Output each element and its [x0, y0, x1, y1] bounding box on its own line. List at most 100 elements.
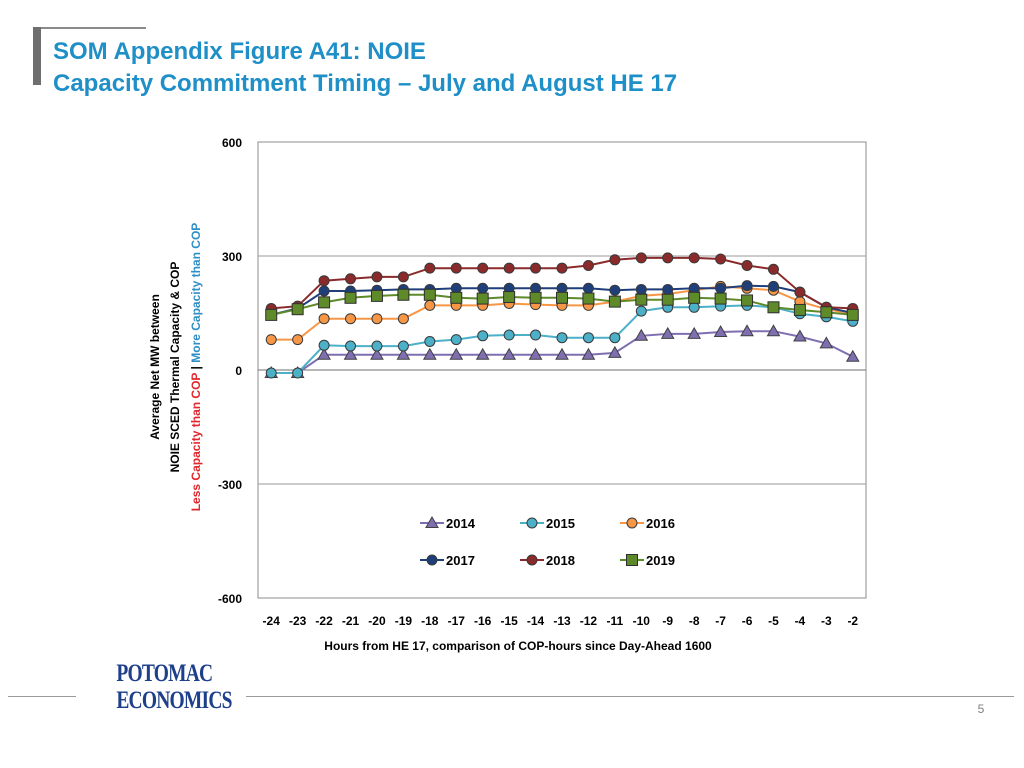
legend-label: 2017: [446, 553, 475, 568]
data-point-2015: [292, 367, 304, 379]
y-tick-label: 0: [235, 364, 242, 378]
footer-divider-right: [246, 696, 1014, 697]
y-tick-label: -300: [218, 478, 242, 492]
data-point-2018: [345, 273, 357, 285]
data-point-2019: [608, 295, 621, 308]
data-point-2018: [530, 262, 542, 274]
data-point-2014: [793, 329, 807, 342]
data-point-2018: [556, 262, 568, 274]
data-point-2016: [265, 334, 277, 346]
data-point-2018: [794, 286, 806, 298]
data-point-2015: [450, 334, 462, 346]
x-tick-label: -12: [580, 614, 598, 628]
data-point-2018: [715, 253, 727, 265]
legend-item-2017: 2017: [420, 553, 475, 568]
legend-marker: [426, 554, 438, 566]
data-point-2014: [343, 347, 358, 360]
x-tick-label: -24: [263, 614, 281, 628]
x-tick-label: -14: [527, 614, 545, 628]
data-point-2018: [371, 271, 383, 283]
data-point-2017: [715, 282, 727, 294]
title-accent-line: [41, 27, 146, 29]
data-point-2018: [503, 262, 515, 274]
data-point-2014: [845, 349, 860, 362]
x-tick-label: -18: [421, 614, 439, 628]
y-axis-label-line-2: NOIE SCED Thermal Capacity & COP: [168, 262, 182, 473]
data-point-2016: [371, 313, 383, 325]
data-point-2019: [265, 308, 278, 321]
legend-marker: [425, 515, 439, 528]
data-point-2019: [793, 303, 806, 316]
legend-item-2014: 2014: [420, 515, 476, 531]
data-point-2015: [582, 332, 594, 344]
data-point-2014: [555, 347, 569, 360]
data-point-2014: [581, 347, 596, 360]
data-point-2017: [767, 280, 779, 292]
y-tick-label: 300: [222, 250, 242, 264]
series-2019: [265, 288, 859, 321]
data-point-2015: [265, 367, 277, 379]
data-point-2014: [396, 347, 411, 360]
data-point-2017: [662, 283, 674, 295]
data-point-2019: [556, 291, 568, 304]
data-point-2019: [767, 301, 780, 314]
y-axis-label-part: More Capacity than COP: [189, 223, 203, 363]
data-point-2018: [741, 260, 753, 271]
data-point-2019: [529, 291, 542, 304]
legend-marker: [626, 517, 638, 529]
series-2018: [265, 252, 859, 314]
data-point-2016: [318, 313, 330, 325]
data-point-2014: [766, 324, 781, 337]
data-point-2018: [609, 254, 621, 266]
data-point-2014: [449, 347, 464, 360]
data-point-2018: [662, 252, 674, 264]
x-tick-label: -6: [742, 614, 753, 628]
data-point-2014: [687, 326, 702, 339]
data-point-2015: [556, 332, 568, 344]
data-point-2014: [475, 347, 490, 360]
x-tick-label: -9: [662, 614, 673, 628]
data-point-2018: [582, 260, 594, 271]
x-tick-label: -15: [500, 614, 518, 628]
legend-label: 2015: [546, 516, 575, 531]
slide-title-line-2: Capacity Commitment Timing – July and Au…: [53, 70, 678, 97]
data-point-2019: [450, 291, 463, 304]
data-point-2016: [345, 313, 357, 325]
x-tick-label: -13: [553, 614, 571, 628]
data-point-2019: [714, 292, 727, 305]
x-tick-label: -21: [342, 614, 360, 628]
data-point-2019: [503, 291, 516, 304]
legend-label: 2016: [646, 516, 675, 531]
x-tick-label: -4: [795, 614, 806, 628]
legend-marker: [626, 554, 638, 566]
legend-item-2015: 2015: [520, 516, 575, 531]
data-point-2019: [423, 288, 436, 301]
logo-line-2: ECONOMICS: [116, 687, 232, 714]
data-point-2015: [635, 305, 647, 317]
x-tick-label: -10: [633, 614, 651, 628]
data-point-2018: [477, 262, 489, 274]
legend-marker: [526, 554, 538, 566]
x-axis-label: Hours from HE 17, comparison of COP-hour…: [324, 639, 712, 653]
data-point-2016: [424, 299, 436, 311]
data-point-2017: [635, 283, 647, 295]
data-point-2014: [713, 324, 728, 337]
data-point-2015: [609, 332, 621, 344]
logo-line-1: POTOMAC: [116, 660, 213, 687]
legend-label: 2019: [646, 553, 675, 568]
data-point-2016: [397, 313, 409, 325]
data-point-2015: [345, 340, 357, 352]
y-tick-label: 600: [222, 136, 242, 150]
data-point-2018: [318, 275, 330, 287]
x-tick-label: -3: [821, 614, 832, 628]
footer-divider-left: [8, 696, 76, 697]
page-number: 5: [977, 702, 985, 716]
x-tick-label: -17: [448, 614, 466, 628]
slide-title-line-1: SOM Appendix Figure A41: NOIE: [53, 38, 426, 65]
series-2017: [265, 280, 859, 321]
legend-item-2019: 2019: [620, 553, 675, 568]
data-point-2014: [740, 324, 754, 337]
data-point-2015: [424, 336, 436, 347]
data-point-2017: [477, 282, 489, 294]
slide-title: SOM Appendix Figure A41: NOIE Capacity C…: [53, 36, 677, 100]
